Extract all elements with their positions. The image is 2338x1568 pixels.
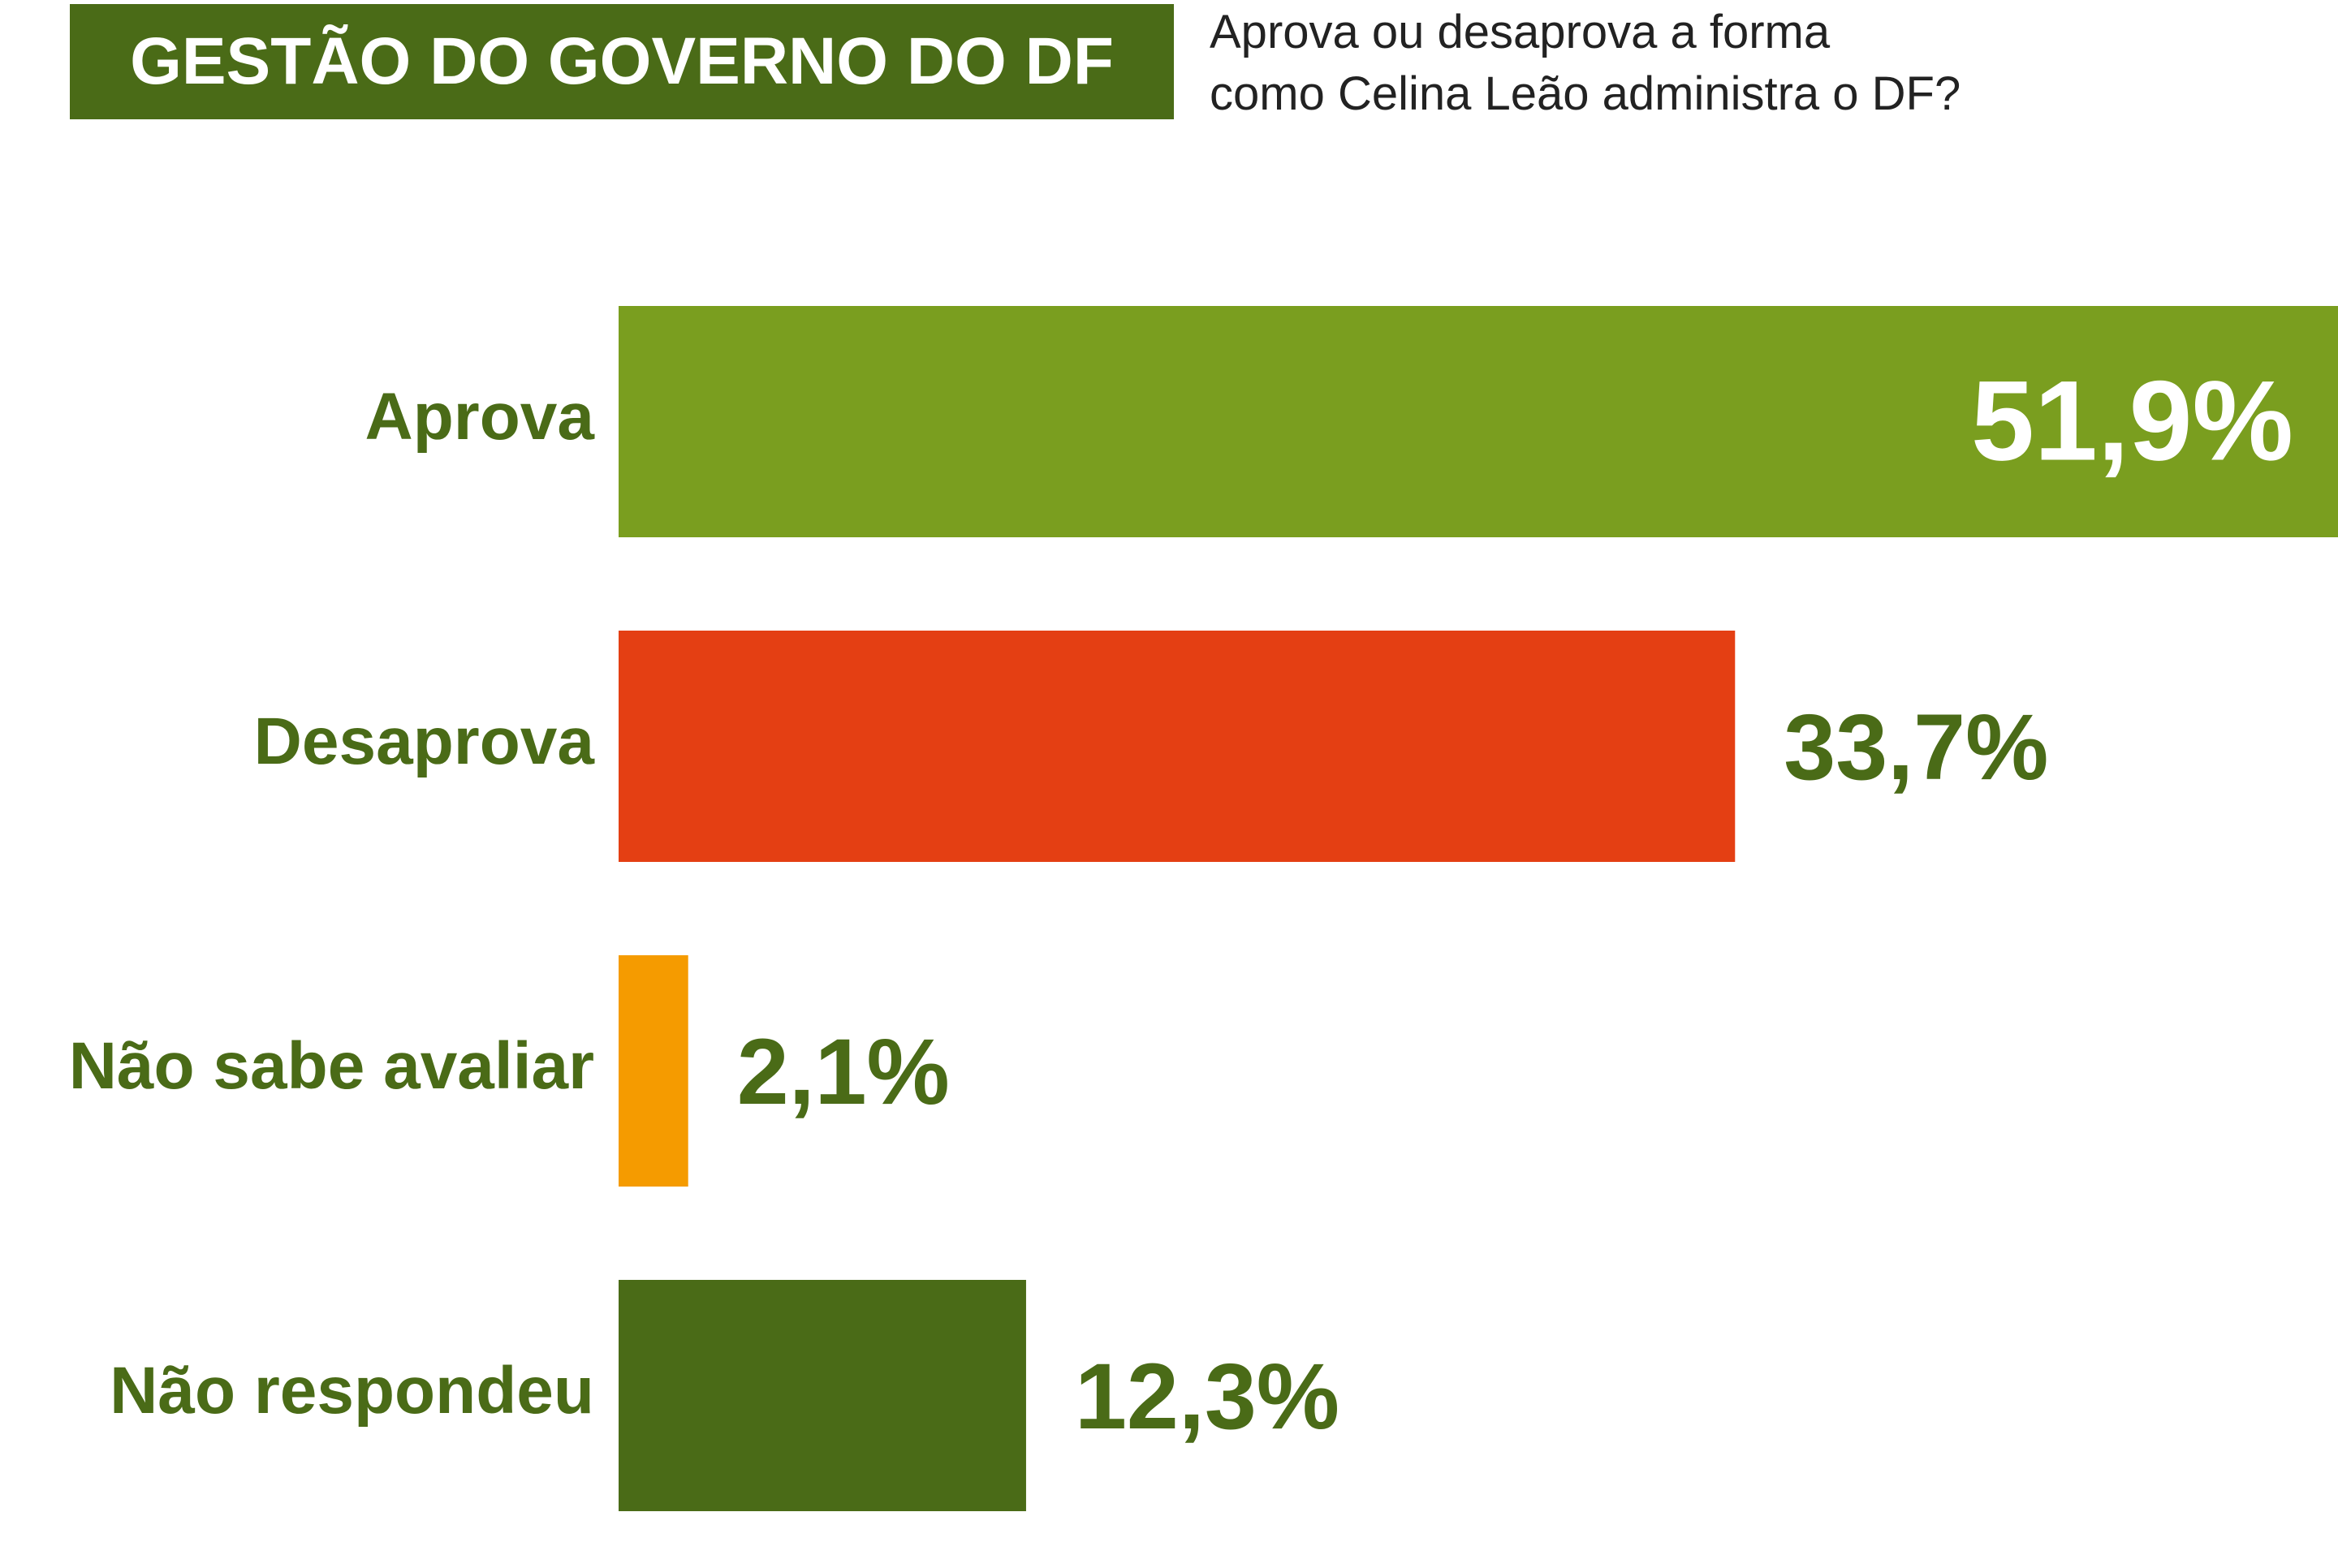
value-label: 33,7% xyxy=(1784,696,2048,799)
bar xyxy=(619,955,688,1187)
value-label: 2,1% xyxy=(737,1020,950,1124)
chart-title: GESTÃO DO GOVERNO DO DF xyxy=(70,4,1174,119)
chart-subtitle: Aprova ou desaprova a forma como Celina … xyxy=(1210,6,1961,120)
category-label: Aprova xyxy=(365,380,595,454)
category-label: Não respondeu xyxy=(110,1354,594,1428)
category-label: Desaprova xyxy=(254,704,596,778)
category-label: Não sabe avaliar xyxy=(69,1029,594,1103)
bar xyxy=(619,631,1736,862)
bar xyxy=(619,1280,1026,1511)
value-label: 12,3% xyxy=(1075,1345,1339,1449)
value-label: 51,9% xyxy=(1971,356,2293,484)
bar xyxy=(619,306,2338,537)
